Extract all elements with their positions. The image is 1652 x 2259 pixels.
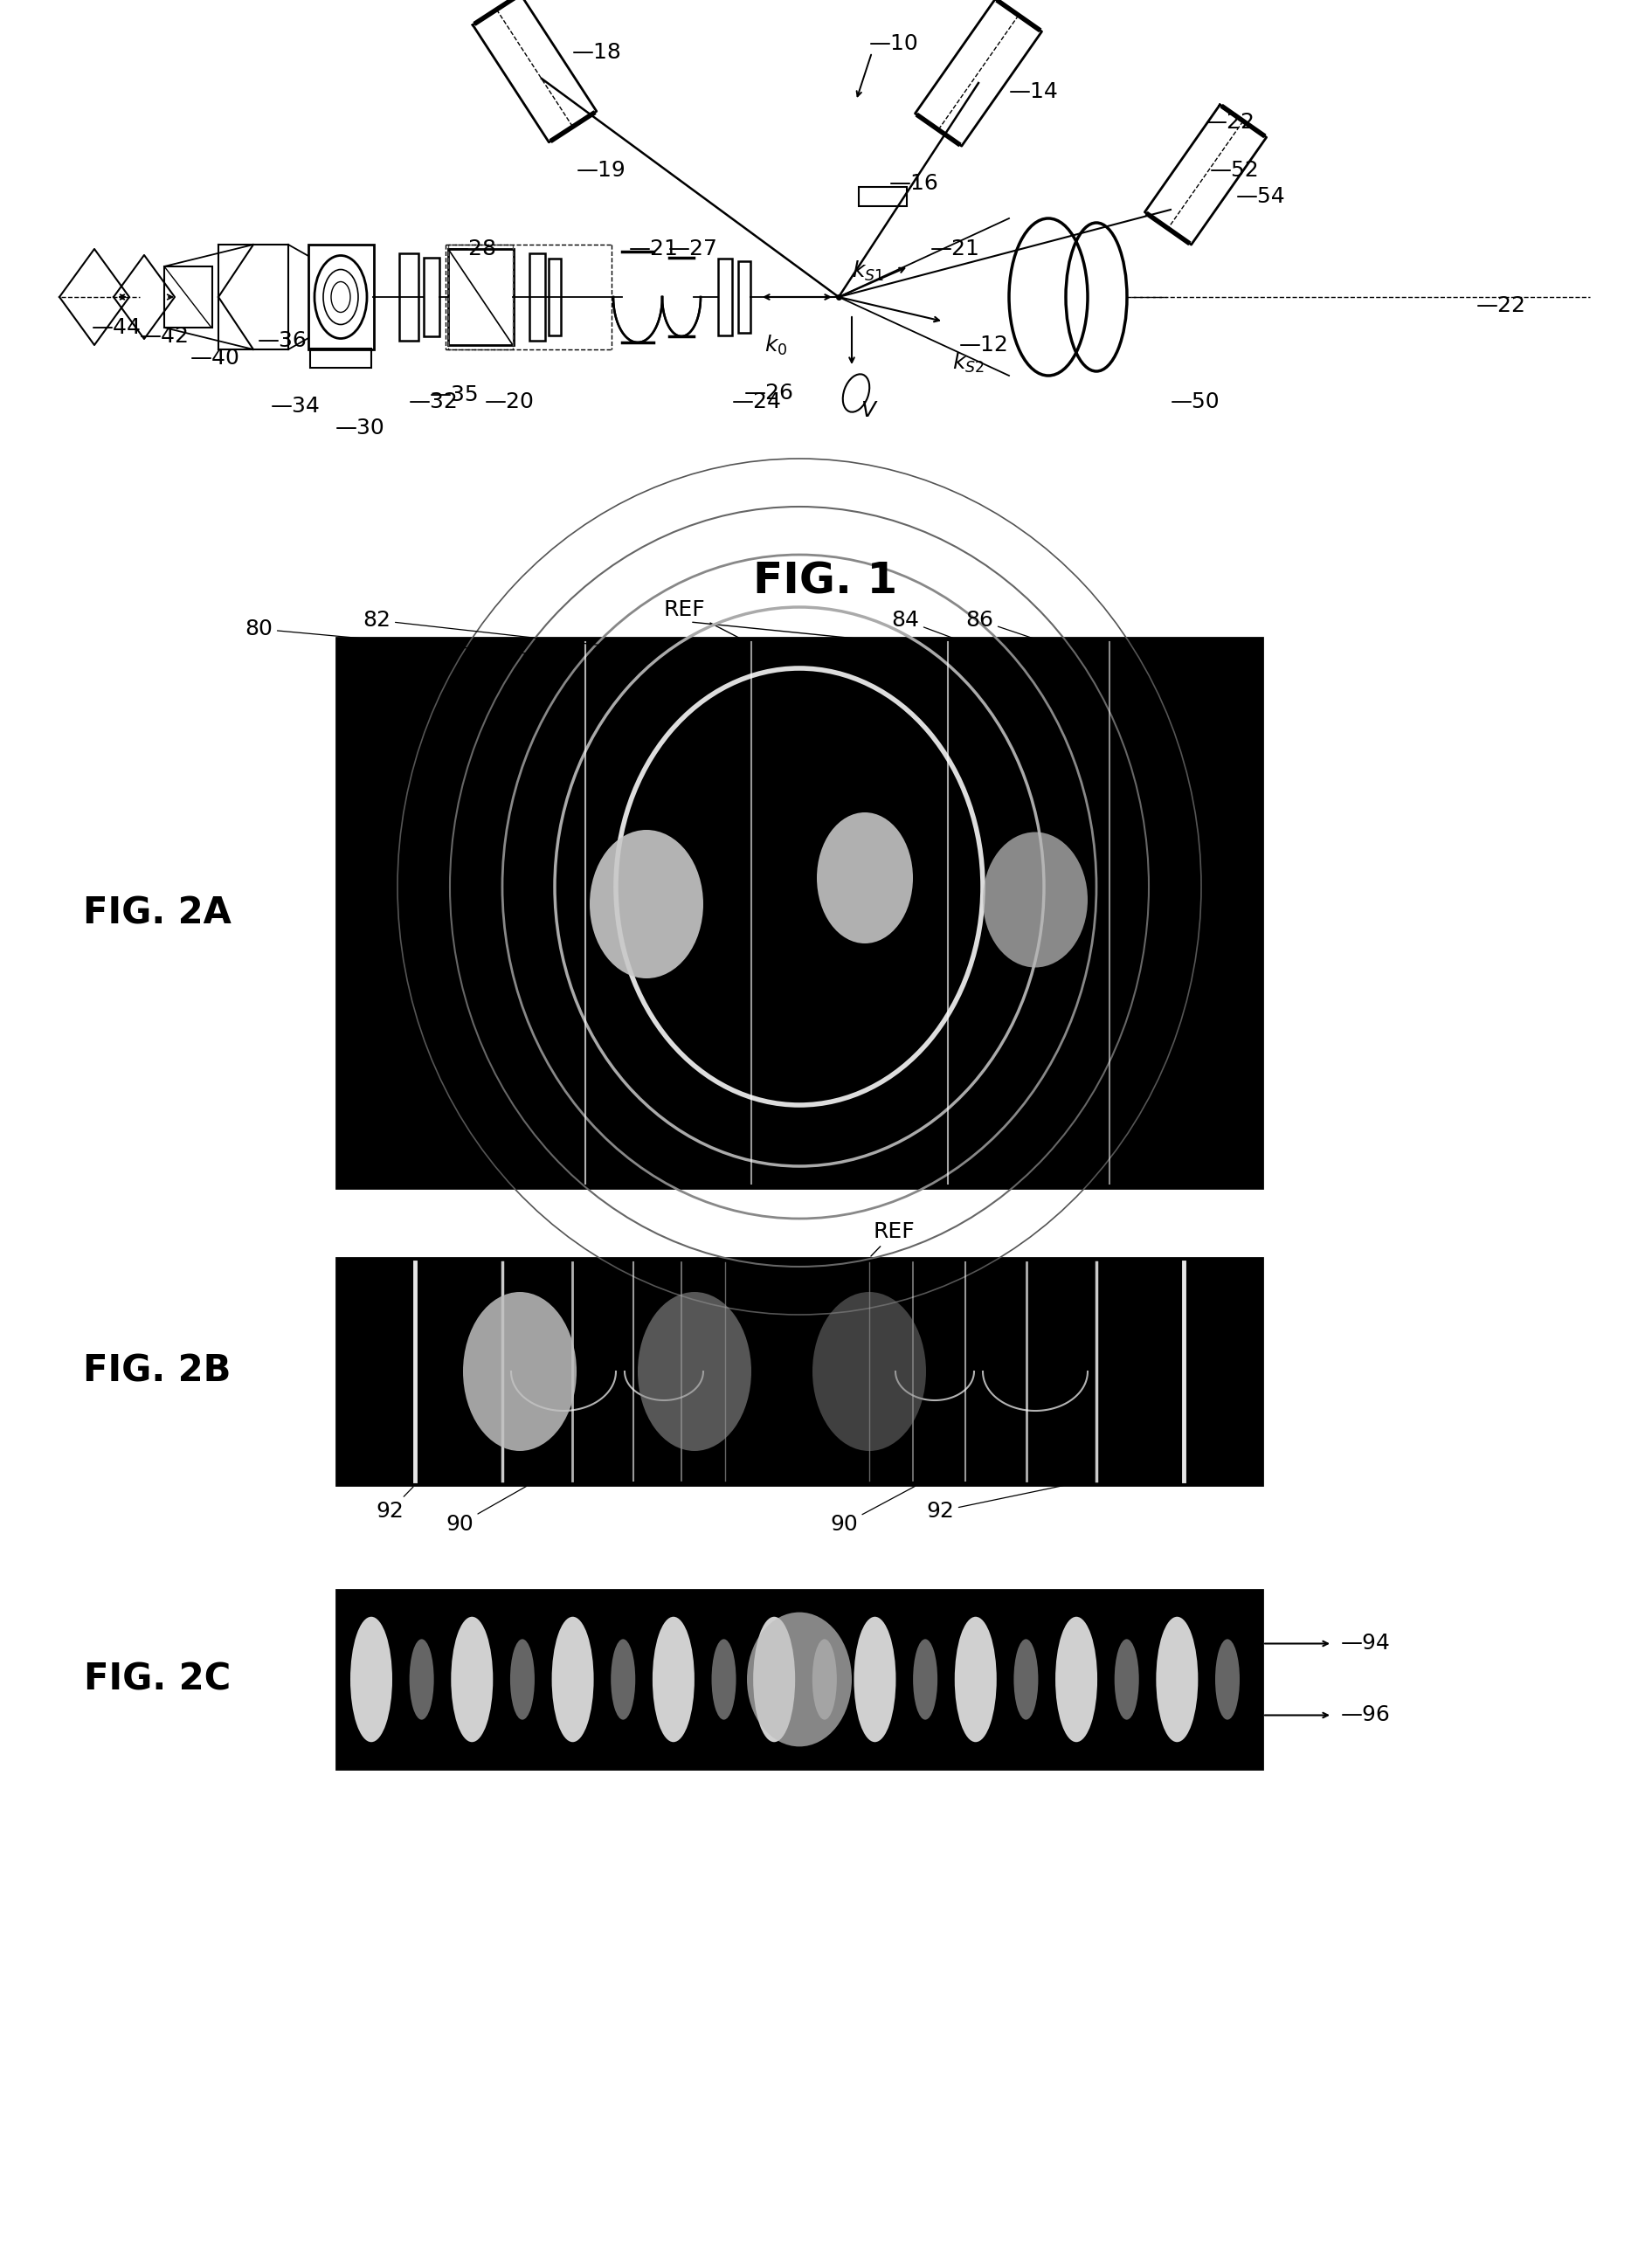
Text: —24: —24 — [732, 391, 781, 413]
Ellipse shape — [914, 1640, 937, 1719]
Ellipse shape — [638, 1292, 752, 1450]
Text: —35: —35 — [430, 384, 479, 404]
Text: —21: —21 — [629, 239, 679, 260]
Text: REF: REF — [871, 1222, 915, 1256]
Ellipse shape — [410, 1640, 434, 1719]
Ellipse shape — [510, 1640, 535, 1719]
Ellipse shape — [552, 1617, 593, 1742]
Text: $k_0$: $k_0$ — [765, 332, 788, 357]
Text: FIG. 2C: FIG. 2C — [84, 1660, 231, 1699]
Text: —44: —44 — [93, 316, 142, 339]
Bar — [448, 248, 514, 346]
Bar — [337, 1258, 1262, 1484]
Bar — [337, 637, 1262, 1188]
Ellipse shape — [813, 1292, 927, 1450]
Text: $k_{S1}$: $k_{S1}$ — [852, 260, 884, 282]
Text: 84: 84 — [890, 610, 985, 651]
Text: —12: —12 — [960, 334, 1009, 355]
Text: 92: 92 — [927, 1486, 1064, 1523]
Text: —22: —22 — [1206, 111, 1256, 133]
Ellipse shape — [955, 1617, 996, 1742]
Text: —96: —96 — [1341, 1706, 1391, 1726]
Ellipse shape — [653, 1617, 694, 1742]
Ellipse shape — [1056, 1617, 1097, 1742]
Bar — [311, 348, 372, 368]
Ellipse shape — [854, 1617, 895, 1742]
Text: FIG. 2B: FIG. 2B — [83, 1353, 231, 1389]
Text: —19: —19 — [577, 160, 626, 181]
Text: —18: —18 — [572, 43, 621, 63]
Text: —14: —14 — [1009, 81, 1059, 102]
Ellipse shape — [463, 1292, 577, 1450]
Text: 92: 92 — [375, 1486, 413, 1523]
Text: —26: —26 — [745, 382, 795, 404]
Ellipse shape — [983, 831, 1087, 967]
Bar — [719, 258, 732, 334]
Text: —52: —52 — [1209, 160, 1259, 181]
Ellipse shape — [712, 1640, 737, 1719]
Ellipse shape — [813, 1640, 838, 1719]
Text: —50: —50 — [1171, 391, 1221, 413]
Bar — [738, 262, 750, 332]
Ellipse shape — [1014, 1640, 1037, 1719]
Text: —27: —27 — [669, 239, 719, 260]
Bar — [859, 187, 907, 206]
Text: —32: —32 — [408, 391, 459, 413]
Text: —42: —42 — [140, 325, 190, 348]
Ellipse shape — [1216, 1640, 1239, 1719]
Text: —10: —10 — [869, 34, 919, 54]
Text: —40: —40 — [190, 348, 240, 368]
Text: —54: —54 — [1236, 185, 1285, 208]
Text: $k_{S2}$: $k_{S2}$ — [952, 350, 985, 375]
Text: —20: —20 — [484, 391, 535, 413]
Bar — [307, 244, 373, 350]
Text: —16: —16 — [889, 174, 938, 194]
Ellipse shape — [350, 1617, 392, 1742]
Bar — [529, 253, 545, 341]
Text: —28: —28 — [448, 239, 497, 260]
Bar — [400, 253, 418, 341]
Text: —21: —21 — [930, 239, 980, 260]
Text: $V$: $V$ — [861, 400, 879, 420]
Text: 80: 80 — [244, 619, 544, 655]
Ellipse shape — [1156, 1617, 1198, 1742]
Ellipse shape — [451, 1617, 492, 1742]
Bar — [164, 267, 211, 328]
Text: 90: 90 — [829, 1486, 915, 1534]
Text: REF: REF — [664, 599, 753, 646]
Ellipse shape — [1115, 1640, 1138, 1719]
Text: —34: —34 — [271, 395, 320, 416]
Ellipse shape — [747, 1613, 852, 1746]
Ellipse shape — [753, 1617, 795, 1742]
Text: —30: —30 — [335, 418, 385, 438]
Bar — [548, 258, 562, 334]
Text: —94: —94 — [1341, 1633, 1391, 1654]
Bar — [423, 258, 439, 337]
Ellipse shape — [590, 829, 704, 978]
Ellipse shape — [816, 813, 914, 944]
Text: FIG. 1: FIG. 1 — [753, 560, 897, 601]
Text: 86: 86 — [965, 610, 1067, 651]
Bar — [337, 1590, 1262, 1769]
Text: 90: 90 — [446, 1486, 527, 1534]
Text: FIG. 2A: FIG. 2A — [83, 895, 231, 931]
Ellipse shape — [611, 1640, 636, 1719]
Text: 82: 82 — [362, 610, 649, 651]
Text: —22: —22 — [1477, 296, 1526, 316]
Text: —36: —36 — [258, 330, 307, 350]
